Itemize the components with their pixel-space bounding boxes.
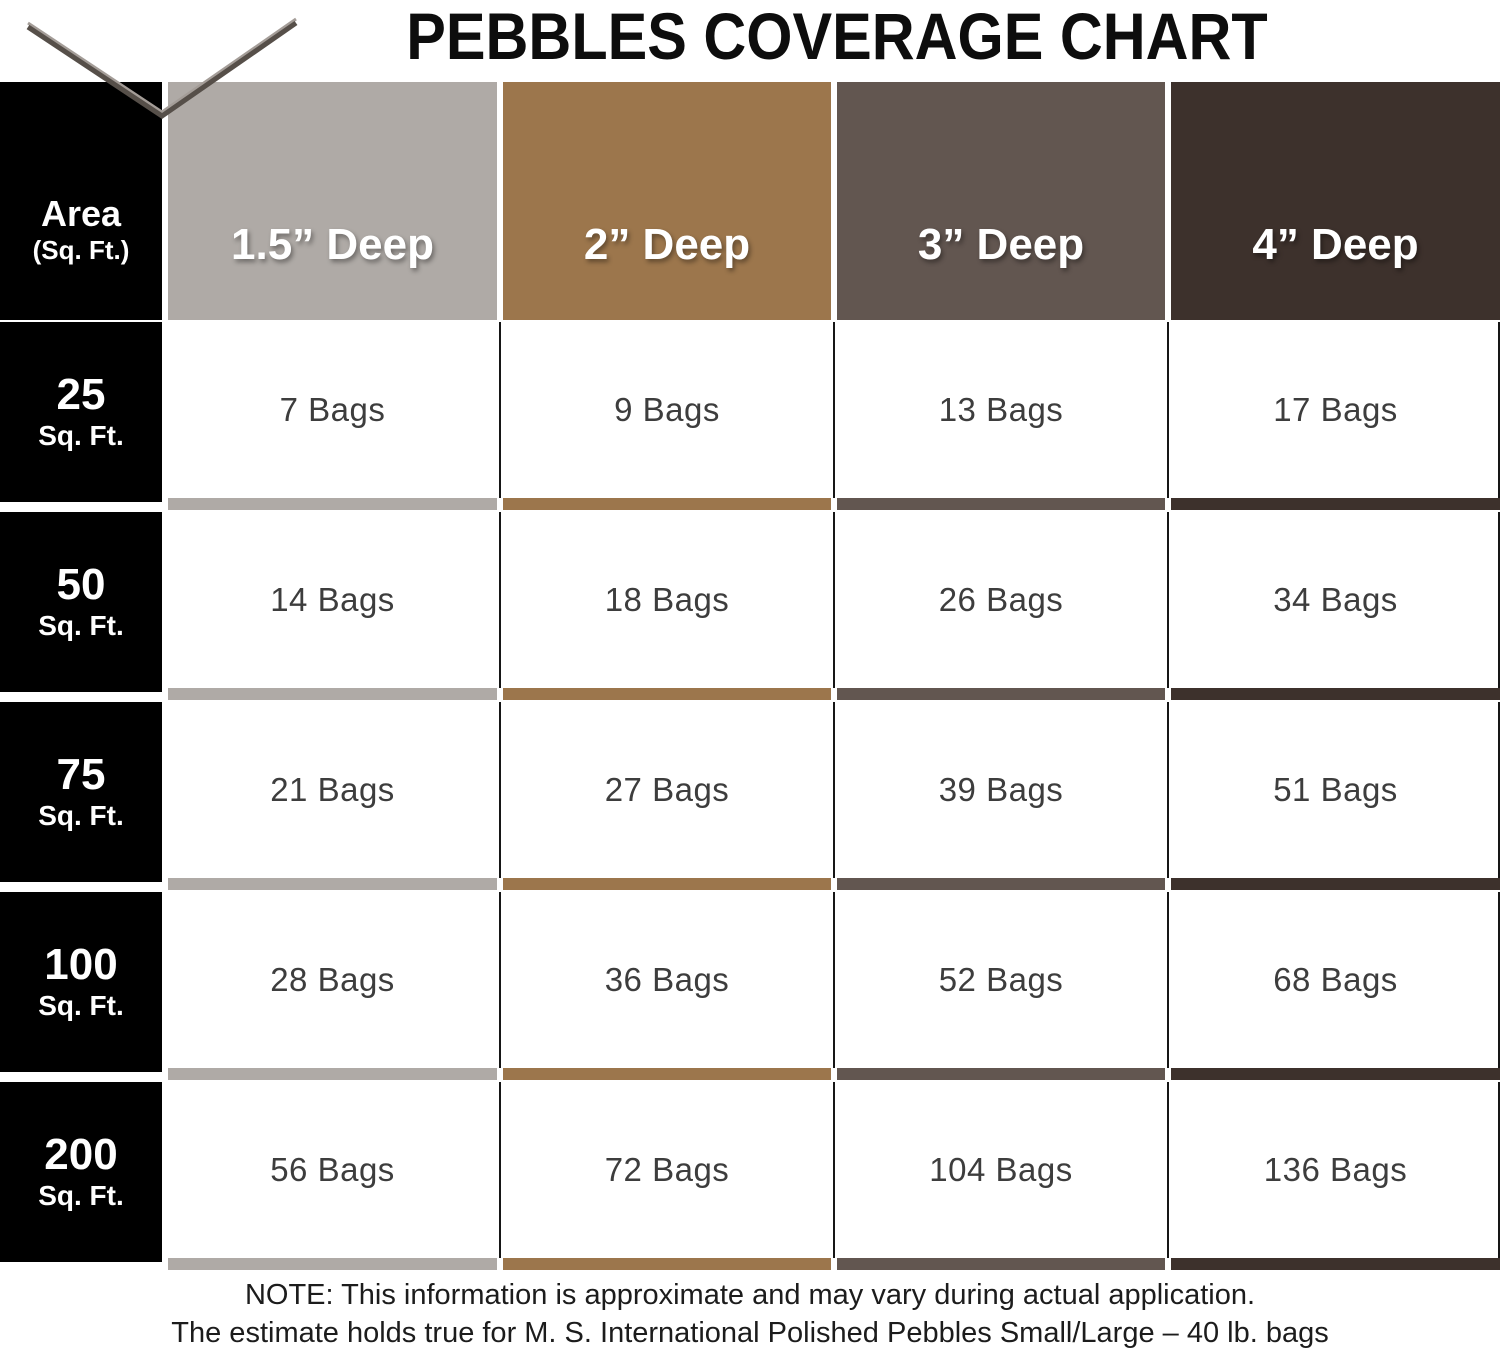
row-accent-bar (1171, 1068, 1500, 1080)
footnote-line-1: NOTE: This information is approximate an… (244, 1279, 1256, 1311)
bag-count: 39 Bags (938, 771, 1064, 808)
bag-count: 18 Bags (604, 581, 730, 618)
bag-count: 36 Bags (604, 961, 730, 998)
area-cell-100: 100 Sq. Ft. (0, 892, 162, 1072)
area-value: 100 (44, 940, 118, 989)
column-header-1-5-deep: 1.5” Deep (168, 82, 497, 320)
table-cell: 52 Bags (833, 892, 1165, 1082)
column-header-2-deep: 2” Deep (503, 82, 831, 320)
bag-count: 13 Bags (938, 391, 1064, 428)
bag-count: 14 Bags (270, 581, 395, 618)
column-header-label: 2” Deep (583, 220, 751, 269)
row-accent-bar (1171, 498, 1500, 510)
bag-count: 26 Bags (938, 581, 1064, 618)
row-accent-bar (168, 688, 497, 700)
row-accent-bar (837, 1068, 1165, 1080)
row-accent-bar (837, 1258, 1165, 1270)
coverage-table: Area (Sq. Ft.) 1.5” Deep 2” Deep 3” Deep… (0, 82, 1500, 1272)
table-cell: 18 Bags (499, 512, 831, 702)
table-cell: 56 Bags (168, 1082, 497, 1272)
bag-count: 28 Bags (270, 961, 395, 998)
row-accent-bar (837, 878, 1165, 890)
bag-count: 9 Bags (614, 391, 720, 428)
table-cell: 7 Bags (168, 322, 497, 512)
table-cell: 36 Bags (499, 892, 831, 1082)
area-cell-50: 50 Sq. Ft. (0, 512, 162, 692)
area-header-title: Area (40, 193, 122, 234)
bag-count: 72 Bags (604, 1151, 730, 1188)
area-cell-75: 75 Sq. Ft. (0, 702, 162, 882)
table-cell: 39 Bags (833, 702, 1165, 892)
row-accent-bar (837, 498, 1165, 510)
bag-count: 51 Bags (1273, 771, 1398, 808)
table-cell: 9 Bags (499, 322, 831, 512)
row-accent-bar (1171, 1258, 1500, 1270)
bag-count: 104 Bags (929, 1151, 1073, 1188)
row-accent-bar (1171, 688, 1500, 700)
table-cell: 104 Bags (833, 1082, 1165, 1272)
table-cell: 51 Bags (1167, 702, 1500, 892)
area-unit: Sq. Ft. (38, 800, 124, 831)
row-accent-bar (168, 1258, 497, 1270)
bag-count: 27 Bags (604, 771, 730, 808)
bag-count: 7 Bags (279, 391, 386, 428)
table-cell: 68 Bags (1167, 892, 1500, 1082)
area-cell-25: 25 Sq. Ft. (0, 322, 162, 502)
bag-count: 136 Bags (1263, 1151, 1408, 1188)
row-accent-bar (503, 498, 831, 510)
area-unit: Sq. Ft. (38, 990, 124, 1021)
area-unit: Sq. Ft. (38, 420, 124, 451)
bag-count: 68 Bags (1273, 961, 1398, 998)
table-cell: 28 Bags (168, 892, 497, 1082)
area-value: 25 (56, 370, 106, 419)
ribbon-v-decoration (26, 17, 298, 120)
footnote-line-2: The estimate holds true for M. S. Intern… (171, 1317, 1329, 1348)
table-cell: 34 Bags (1167, 512, 1500, 702)
area-header-cell: Area (Sq. Ft.) (0, 82, 162, 320)
table-cell: 26 Bags (833, 512, 1165, 702)
area-value: 75 (56, 750, 106, 799)
area-header-subtitle: (Sq. Ft.) (32, 235, 130, 265)
bag-count: 56 Bags (270, 1151, 395, 1188)
table-cell: 136 Bags (1167, 1082, 1500, 1272)
table-cell: 72 Bags (499, 1082, 831, 1272)
table-cell: 21 Bags (168, 702, 497, 892)
row-accent-bar (837, 688, 1165, 700)
row-accent-bar (168, 878, 497, 890)
row-accent-bar (503, 1258, 831, 1270)
column-header-3-deep: 3” Deep (837, 82, 1165, 320)
page-title: PEBBLES COVERAGE CHART (406, 0, 1268, 73)
area-value: 200 (44, 1130, 118, 1179)
column-header-label: 4” Deep (1252, 220, 1419, 269)
row-accent-bar (503, 878, 831, 890)
bag-count: 34 Bags (1273, 581, 1398, 618)
row-accent-bar (168, 1068, 497, 1080)
table-cell: 14 Bags (168, 512, 497, 702)
row-accent-bar (168, 498, 497, 510)
footnote: NOTE: This information is approximate an… (0, 1276, 1500, 1348)
area-cell-200: 200 Sq. Ft. (0, 1082, 162, 1262)
column-header-4-deep: 4” Deep (1171, 82, 1500, 320)
column-header-label: 1.5” Deep (231, 220, 434, 269)
column-header-label: 3” Deep (917, 220, 1085, 269)
table-cell: 27 Bags (499, 702, 831, 892)
bag-count: 21 Bags (270, 771, 395, 808)
bag-count: 17 Bags (1273, 391, 1398, 428)
table-cell: 13 Bags (833, 322, 1165, 512)
row-accent-bar (503, 688, 831, 700)
table-cell: 17 Bags (1167, 322, 1500, 512)
area-unit: Sq. Ft. (38, 1180, 124, 1211)
bag-count: 52 Bags (938, 961, 1064, 998)
row-accent-bar (1171, 878, 1500, 890)
area-value: 50 (56, 560, 106, 609)
area-unit: Sq. Ft. (38, 610, 124, 641)
row-accent-bar (503, 1068, 831, 1080)
